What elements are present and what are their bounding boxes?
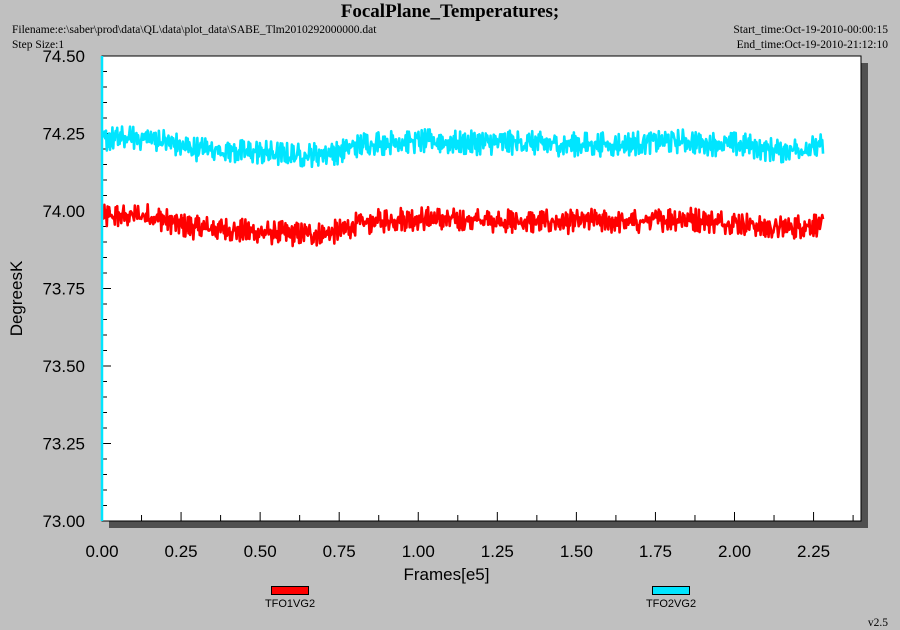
x-tick-label: 0.25 — [165, 542, 198, 561]
x-tick-label: 1.50 — [560, 542, 593, 561]
x-tick-label: 1.75 — [639, 542, 672, 561]
x-tick-label: 0.50 — [244, 542, 277, 561]
x-tick-label: 1.00 — [402, 542, 435, 561]
y-tick-label: 74.00 — [42, 202, 85, 221]
filename-label: Filename:e:\saber\prod\data\QL\data\plot… — [12, 24, 377, 36]
legend-item-tfo1vg2: TFO1VG2 — [230, 586, 350, 610]
legend-label-tfo1vg2: TFO1VG2 — [264, 598, 316, 610]
start-time-label: Start_time:Oct-19-2010-00:00:15 — [733, 24, 888, 36]
y-tick-label: 73.75 — [42, 280, 85, 299]
plot-area — [101, 55, 862, 522]
legend-swatch-tfo2vg2 — [652, 586, 690, 595]
x-tick-label: 2.25 — [797, 542, 830, 561]
x-tick-label: 1.25 — [481, 542, 514, 561]
y-axis-title: DegreesK — [7, 260, 26, 336]
y-tick-label: 73.50 — [42, 357, 85, 376]
series-line-tfo2vg2 — [100, 125, 825, 169]
y-tick-label: 73.25 — [42, 435, 85, 454]
legend-swatch-tfo1vg2 — [271, 586, 309, 595]
version-label: v2.5 — [867, 617, 888, 629]
step-size-label: Step Size:1 — [12, 39, 65, 51]
legend-label-tfo2vg2: TFO2VG2 — [645, 598, 697, 610]
x-tick-label: 0.00 — [85, 542, 118, 561]
end-time-label: End_time:Oct-19-2010-21:12:10 — [736, 39, 888, 51]
x-tick-label: 2.00 — [718, 542, 751, 561]
legend-item-tfo2vg2: TFO2VG2 — [611, 586, 731, 610]
x-tick-label: 0.75 — [323, 542, 356, 561]
x-axis-title: Frames[e5] — [404, 565, 490, 584]
series-line-tfo1vg2 — [100, 203, 825, 248]
y-tick-label: 74.50 — [42, 47, 85, 66]
y-tick-label: 74.25 — [42, 125, 85, 144]
chart-title: FocalPlane_Temperatures; — [340, 1, 560, 22]
y-tick-label: 73.00 — [42, 512, 85, 531]
